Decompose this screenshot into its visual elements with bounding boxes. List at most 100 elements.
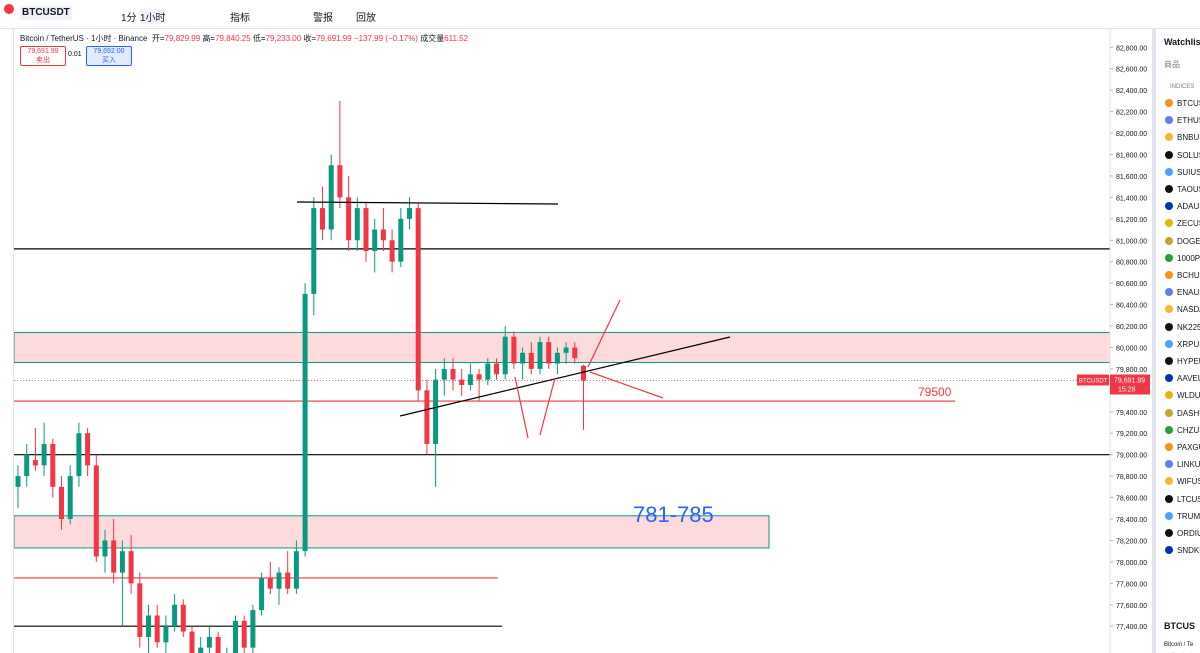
price: 79,692.00 bbox=[93, 48, 125, 55]
interval[interactable]: 1分 bbox=[121, 13, 137, 24]
symbol[interactable]: BTCUSDT bbox=[20, 6, 72, 20]
candle-body bbox=[441, 368, 447, 380]
watchlist-symbol[interactable]: ORDIU bbox=[1177, 529, 1200, 538]
watchlist-symbol[interactable]: ENAUS bbox=[1177, 288, 1200, 298]
y-tick-label: 80,800.00 bbox=[1116, 260, 1147, 267]
candle-body bbox=[50, 443, 56, 487]
symbol-icon bbox=[1165, 477, 1173, 486]
watchlist-symbol[interactable]: LINKUS bbox=[1177, 460, 1200, 470]
candle-body bbox=[546, 342, 552, 364]
watchlist-symbol[interactable]: ETHUS bbox=[1177, 116, 1200, 126]
value: 79,829.99 bbox=[164, 34, 201, 43]
level-label: 79500 bbox=[918, 385, 952, 399]
y-tick-label: 82,000.00 bbox=[1116, 131, 1147, 138]
interval[interactable]: 1小时 bbox=[140, 9, 166, 24]
candle-body bbox=[302, 293, 308, 552]
symbol-icon bbox=[1165, 236, 1173, 245]
y-tick-label: 79,000.00 bbox=[1116, 453, 1147, 460]
watchlist-symbol[interactable]: PAXGU bbox=[1177, 443, 1200, 452]
candle-body bbox=[494, 363, 499, 375]
arrow bbox=[587, 299, 621, 368]
price: 79,691.99 bbox=[27, 48, 59, 55]
candle-body bbox=[467, 374, 473, 385]
alert[interactable]: 警报 bbox=[313, 13, 333, 24]
watchlist-symbol[interactable]: 1000PI bbox=[1177, 253, 1200, 263]
candle-body bbox=[241, 620, 247, 648]
y-tick-label: 77,800.00 bbox=[1116, 581, 1147, 588]
zone bbox=[14, 515, 770, 549]
y-tick-label: 79,400.00 bbox=[1116, 410, 1147, 417]
y-tick-label: 80,000.00 bbox=[1116, 345, 1147, 352]
candle-body bbox=[528, 352, 534, 369]
trend-line bbox=[399, 336, 731, 417]
symbol-icon bbox=[1165, 425, 1173, 434]
y-tick-label: 77,400.00 bbox=[1116, 624, 1147, 631]
candle-body bbox=[337, 165, 343, 198]
price-tag-symbol: BTCUSDT bbox=[1079, 378, 1108, 384]
candle-body bbox=[476, 374, 482, 380]
last-price: 79,691.99 bbox=[1114, 377, 1145, 384]
symbol-icon bbox=[1165, 305, 1173, 314]
candle-body bbox=[250, 610, 256, 648]
candle-body bbox=[93, 465, 99, 557]
watchlist-symbol[interactable]: DASHU bbox=[1177, 408, 1200, 418]
watchlist-symbol[interactable]: BTCUS bbox=[1177, 99, 1200, 108]
watchlist-symbol[interactable]: NASDA bbox=[1177, 305, 1200, 315]
watchlist-symbol[interactable]: WIFUS bbox=[1177, 477, 1200, 487]
left-toolbar bbox=[0, 29, 14, 653]
symbol-icon bbox=[1165, 167, 1173, 176]
spread: 0.01 bbox=[68, 51, 82, 58]
replay[interactable]: 回放 bbox=[356, 13, 376, 24]
candle-body bbox=[276, 572, 282, 589]
candle-body bbox=[433, 379, 439, 444]
candle-body bbox=[372, 229, 378, 251]
candle-body bbox=[233, 620, 238, 653]
label: 成交量 bbox=[420, 34, 445, 43]
watchlist-symbol[interactable]: LTCUS bbox=[1177, 494, 1200, 504]
detail-name: Bitcoin / Te bbox=[1164, 642, 1194, 648]
watchlist-symbol[interactable]: SNDKU bbox=[1177, 546, 1200, 556]
watchlist-symbol[interactable]: ZECUS bbox=[1177, 219, 1200, 229]
symbol-icon bbox=[1165, 391, 1173, 400]
watchlist-symbol[interactable]: TAOUS bbox=[1177, 185, 1200, 194]
candle-body bbox=[389, 240, 395, 262]
candle-body bbox=[102, 540, 108, 557]
candle-body bbox=[537, 342, 543, 369]
sell-button[interactable]: 79,691.99 卖出 bbox=[20, 46, 66, 66]
symbol-icon bbox=[1165, 116, 1173, 125]
watchlist-symbol[interactable]: ADAUS bbox=[1177, 202, 1200, 212]
candle-body bbox=[398, 218, 404, 262]
watchlist-symbol[interactable]: NK225 bbox=[1177, 322, 1200, 332]
watchlist-symbol[interactable]: AAVEU bbox=[1177, 374, 1200, 384]
watchlist-symbol[interactable]: TRUMF bbox=[1177, 511, 1200, 521]
column-header: 商品 bbox=[1164, 60, 1180, 69]
y-tick-label: 80,200.00 bbox=[1116, 324, 1147, 331]
watchlist-symbol[interactable]: BCHUS bbox=[1177, 271, 1200, 280]
legend: Bitcoin / TetherUS · 1小时 · Binance 开=79,… bbox=[20, 34, 469, 43]
candle-body bbox=[459, 379, 465, 385]
change: −137.99 (−0.17%) bbox=[353, 34, 418, 43]
candle-body bbox=[259, 577, 265, 611]
symbol-icon bbox=[1165, 443, 1173, 451]
watchlist-symbol[interactable]: DOGEU bbox=[1177, 236, 1200, 246]
watchlist-symbol[interactable]: WLDUS bbox=[1177, 391, 1200, 401]
y-tick-label: 77,600.00 bbox=[1116, 603, 1147, 610]
symbol-icon bbox=[1165, 529, 1173, 537]
candle-body bbox=[163, 626, 169, 643]
zone-label: 781-785 bbox=[633, 502, 714, 527]
watchlist-symbol[interactable]: HYPEU bbox=[1177, 357, 1200, 366]
watchlist-symbol[interactable]: XRPUS bbox=[1177, 339, 1200, 349]
buy-button[interactable]: 79,692.00 买入 bbox=[86, 46, 132, 66]
candle-body bbox=[293, 551, 299, 589]
candle-body bbox=[198, 647, 204, 653]
watchlist-symbol[interactable]: SUIUSD bbox=[1177, 167, 1200, 177]
candle-body bbox=[15, 476, 21, 487]
y-tick-label: 81,600.00 bbox=[1116, 174, 1147, 181]
candle-body bbox=[520, 352, 526, 364]
watchlist-symbol[interactable]: CHZUS bbox=[1177, 425, 1200, 435]
indicators[interactable]: 指标 bbox=[230, 13, 250, 24]
symbol-icon bbox=[1165, 253, 1173, 262]
